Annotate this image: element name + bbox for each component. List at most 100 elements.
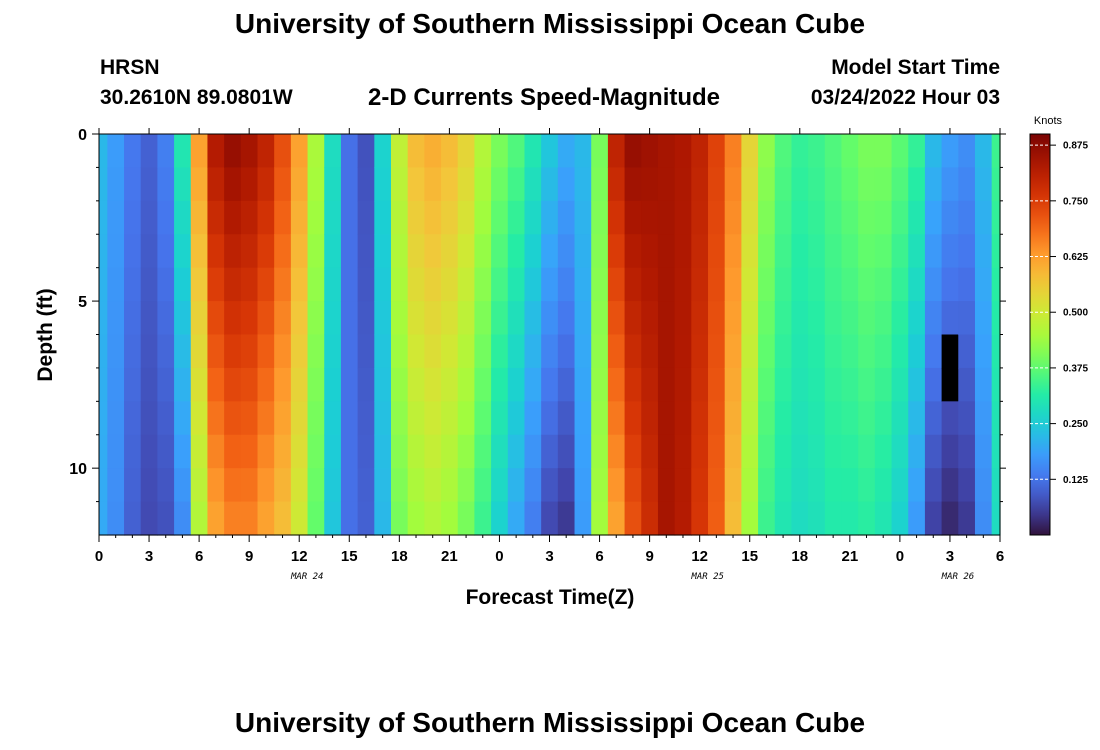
heatmap-cell xyxy=(224,367,242,402)
heatmap-cell xyxy=(774,334,793,369)
heatmap-cell xyxy=(474,200,492,235)
heatmap-cell xyxy=(841,334,859,369)
heatmap-cell xyxy=(674,367,692,402)
heatmap-cell xyxy=(524,200,542,235)
heatmap-cell xyxy=(491,434,509,469)
heatmap-cell xyxy=(557,267,576,302)
heatmap-cell xyxy=(357,200,375,235)
heatmap-cell xyxy=(174,301,192,336)
heatmap-cell xyxy=(99,167,108,202)
colorbar-tick-label: 0.750 xyxy=(1063,196,1088,207)
heatmap-cell xyxy=(240,501,259,536)
heatmap-cell xyxy=(257,134,275,169)
heatmap-cell xyxy=(724,200,742,235)
heatmap-cell xyxy=(174,200,192,235)
heatmap-cell xyxy=(374,167,392,202)
heatmap-cell xyxy=(991,401,1001,436)
heatmap-cell xyxy=(691,200,709,235)
heatmap-cell xyxy=(974,200,993,235)
heatmap-cell xyxy=(140,434,158,469)
heatmap-cell xyxy=(708,167,726,202)
heatmap-cell xyxy=(908,234,926,269)
heatmap-cell xyxy=(407,334,425,369)
heatmap-cell xyxy=(224,234,242,269)
heatmap-cell xyxy=(274,200,292,235)
heatmap-cell xyxy=(574,267,592,302)
heatmap-cell xyxy=(958,301,976,336)
heatmap-cell xyxy=(524,301,542,336)
heatmap-cell xyxy=(507,134,526,169)
heatmap-cell xyxy=(858,301,876,336)
heatmap-cell xyxy=(474,234,492,269)
heatmap-cell xyxy=(324,334,342,369)
heatmap-cell xyxy=(157,134,175,169)
heatmap-cell xyxy=(507,468,526,503)
heatmap-cell xyxy=(557,234,576,269)
x-tick-label: 9 xyxy=(645,548,653,565)
x-tick-label: 18 xyxy=(791,548,808,565)
x-tick-label: 6 xyxy=(195,548,203,565)
heatmap-cell xyxy=(340,234,359,269)
heatmap-cell xyxy=(491,401,509,436)
x-tick-label: 0 xyxy=(495,548,503,565)
heatmap-cell xyxy=(324,401,342,436)
heatmap-cell xyxy=(958,134,976,169)
heatmap-cell xyxy=(808,367,826,402)
heatmap-cell xyxy=(507,434,526,469)
heatmap-cell xyxy=(274,401,292,436)
heatmap-cell xyxy=(99,334,108,369)
heatmap-cell xyxy=(958,434,976,469)
heatmap-cell xyxy=(924,401,943,436)
heatmap-cell xyxy=(657,167,676,202)
heatmap-cell xyxy=(591,234,609,269)
heatmap-cell xyxy=(741,267,759,302)
heatmap-cell xyxy=(858,468,876,503)
heatmap-cell xyxy=(207,468,225,503)
heatmap-cell xyxy=(841,267,859,302)
heatmap-cell xyxy=(541,468,559,503)
heatmap-cell xyxy=(874,367,893,402)
heatmap-cell xyxy=(624,267,642,302)
heatmap-cell xyxy=(924,167,943,202)
heatmap-cell xyxy=(240,468,259,503)
heatmap-cell xyxy=(107,468,125,503)
heatmap-cell xyxy=(841,234,859,269)
heatmap-cell xyxy=(207,301,225,336)
heatmap-cell xyxy=(207,501,225,536)
heatmap-cells xyxy=(99,134,1001,536)
heatmap-cell xyxy=(557,501,576,536)
heatmap-cell xyxy=(841,501,859,536)
heatmap-cell xyxy=(107,501,125,536)
heatmap-cell xyxy=(157,501,175,536)
heatmap-cell xyxy=(491,367,509,402)
heatmap-cell xyxy=(257,434,275,469)
heatmap-cell xyxy=(941,134,959,169)
heatmap-cell xyxy=(390,367,409,402)
heatmap-cell xyxy=(841,434,859,469)
heatmap-cell xyxy=(674,200,692,235)
heatmap-cell xyxy=(290,301,309,336)
heatmap-cell xyxy=(974,134,993,169)
heatmap-cell xyxy=(140,501,158,536)
heatmap-cell xyxy=(524,334,542,369)
heatmap-cell xyxy=(674,501,692,536)
heatmap-cell xyxy=(491,468,509,503)
x-tick-label: 18 xyxy=(391,548,408,565)
heatmap-cell xyxy=(307,167,325,202)
heatmap-cell xyxy=(858,200,876,235)
heatmap-cell xyxy=(491,134,509,169)
heatmap-cell xyxy=(390,468,409,503)
heatmap-cell xyxy=(107,334,125,369)
heatmap-cell xyxy=(908,367,926,402)
heatmap-cell xyxy=(874,267,893,302)
heatmap-cell xyxy=(557,434,576,469)
heatmap-cell xyxy=(224,200,242,235)
heatmap-cell xyxy=(741,301,759,336)
heatmap-cell xyxy=(958,334,976,369)
heatmap-cell xyxy=(474,501,492,536)
y-tick-label: 5 xyxy=(78,294,87,311)
heatmap-cell xyxy=(941,167,959,202)
heatmap-cell xyxy=(491,267,509,302)
station-coordinates: 30.2610N 89.0801W xyxy=(100,86,293,109)
heatmap-cell xyxy=(340,468,359,503)
